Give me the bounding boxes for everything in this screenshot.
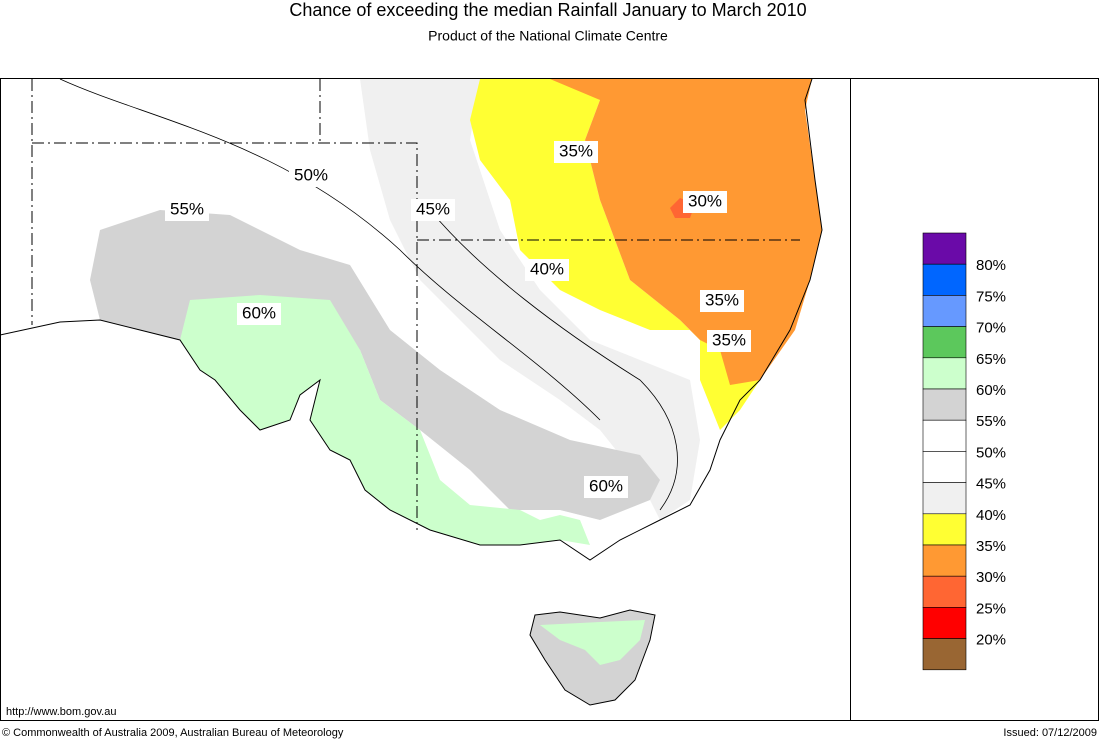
legend-swatch	[922, 482, 967, 515]
contour-label: 40%	[530, 259, 564, 278]
legend-label: 35%	[976, 538, 1006, 555]
contour-label-box	[584, 476, 628, 498]
legend-swatch	[922, 357, 967, 390]
issued: Issued: 07/12/2009	[1003, 727, 1097, 739]
subtitle: Product of the National Climate Centre	[428, 28, 668, 44]
contour-label: 60%	[589, 476, 623, 495]
contour-label-box	[411, 199, 455, 221]
legend: 80% 75% 70% 65% 60% 55% 50% 45% 40% 35% 30% 25% 20%	[922, 232, 1006, 671]
legend-label: 50%	[976, 444, 1006, 461]
contour-label-box	[554, 141, 598, 163]
legend-label: 25%	[976, 600, 1006, 617]
contour-label-box	[289, 165, 333, 187]
zone-35	[550, 79, 822, 385]
zone-55	[90, 210, 660, 520]
coastline	[0, 78, 823, 561]
contour-label-box	[525, 259, 569, 281]
contour-label-group: 50% 45% 55% 60% 40% 35% 30% 35% 35% 60%	[165, 141, 751, 498]
legend-swatch	[922, 607, 967, 639]
legend-swatch	[922, 544, 967, 577]
legend-swatch	[922, 295, 967, 327]
contour-label: 60%	[242, 303, 276, 322]
legend-label: 40%	[976, 507, 1006, 524]
legend-swatch	[922, 326, 967, 359]
legend-label: 45%	[976, 476, 1006, 493]
legend-swatch	[922, 232, 967, 265]
legend-swatch	[922, 419, 967, 452]
legend-label: 55%	[976, 413, 1006, 430]
contour-label: 35%	[712, 330, 746, 349]
contour-label-box	[237, 303, 281, 325]
border	[32, 142, 418, 530]
contour-label-box	[700, 290, 744, 312]
legend-label: 20%	[976, 632, 1006, 649]
legend-swatch	[922, 451, 967, 483]
legend-swatch	[922, 513, 967, 546]
zone-60	[180, 295, 590, 545]
legend-label: 70%	[976, 320, 1006, 337]
contour	[429, 209, 678, 511]
contour-label: 30%	[688, 191, 722, 210]
legend-swatch	[922, 388, 967, 421]
legend-label: 65%	[976, 351, 1006, 368]
legend-swatch	[922, 575, 967, 608]
zone-45	[360, 79, 700, 520]
url: http://www.bom.gov.au	[6, 706, 116, 718]
contour-label: 35%	[705, 290, 739, 309]
copyright: © Commonwealth of Australia 2009, Austra…	[2, 727, 344, 739]
contour-lines	[59, 78, 678, 511]
map-area: 50% 45% 55% 60% 40% 35% 30% 35% 35% 60%	[0, 78, 851, 721]
contour-label-box	[683, 191, 727, 213]
contour	[59, 78, 601, 421]
contour-label: 35%	[559, 141, 593, 160]
title: Chance of exceeding the median Rainfall …	[289, 0, 806, 20]
state-borders	[31, 79, 800, 530]
tasmania-60	[540, 620, 645, 665]
contour-label-box	[165, 199, 209, 221]
contour-label-box	[707, 330, 751, 352]
legend-label: 60%	[976, 382, 1006, 399]
contour-label: 45%	[416, 199, 450, 218]
contour-label: 50%	[294, 165, 328, 184]
legend-label: 75%	[976, 288, 1006, 305]
contour-label: 55%	[170, 199, 204, 218]
legend-frame	[850, 78, 1099, 721]
legend-label: 30%	[976, 569, 1006, 586]
legend-swatch	[922, 638, 967, 671]
legend-swatch	[922, 263, 967, 296]
legend-label: 80%	[976, 257, 1006, 274]
